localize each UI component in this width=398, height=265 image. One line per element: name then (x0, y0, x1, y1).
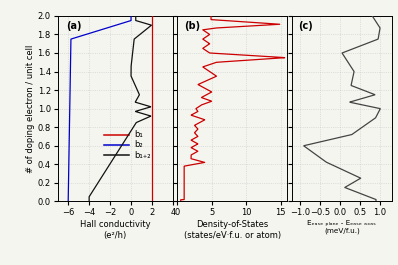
Text: b₁: b₁ (134, 130, 142, 139)
X-axis label: Density-of-States
(states/eV·f.u. or atom): Density-of-States (states/eV·f.u. or ato… (184, 220, 281, 240)
Text: b₁₊₂: b₁₊₂ (134, 151, 150, 160)
Text: (a): (a) (66, 21, 81, 32)
Text: (c): (c) (298, 21, 312, 32)
X-axis label: Eₑₐₛₑ ₚₗₐₙₑ - Eₑₐₛₑ ₐₓₐₛ
(meV/f.u.): Eₑₐₛₑ ₚₗₐₙₑ - Eₑₐₛₑ ₐₓₐₛ (meV/f.u.) (308, 220, 377, 234)
Text: b₂: b₂ (134, 140, 142, 149)
X-axis label: Hall conductivity
(e²/h): Hall conductivity (e²/h) (80, 220, 150, 240)
Y-axis label: # of doping electron / unit cell: # of doping electron / unit cell (26, 45, 35, 173)
Text: (b): (b) (184, 21, 200, 32)
